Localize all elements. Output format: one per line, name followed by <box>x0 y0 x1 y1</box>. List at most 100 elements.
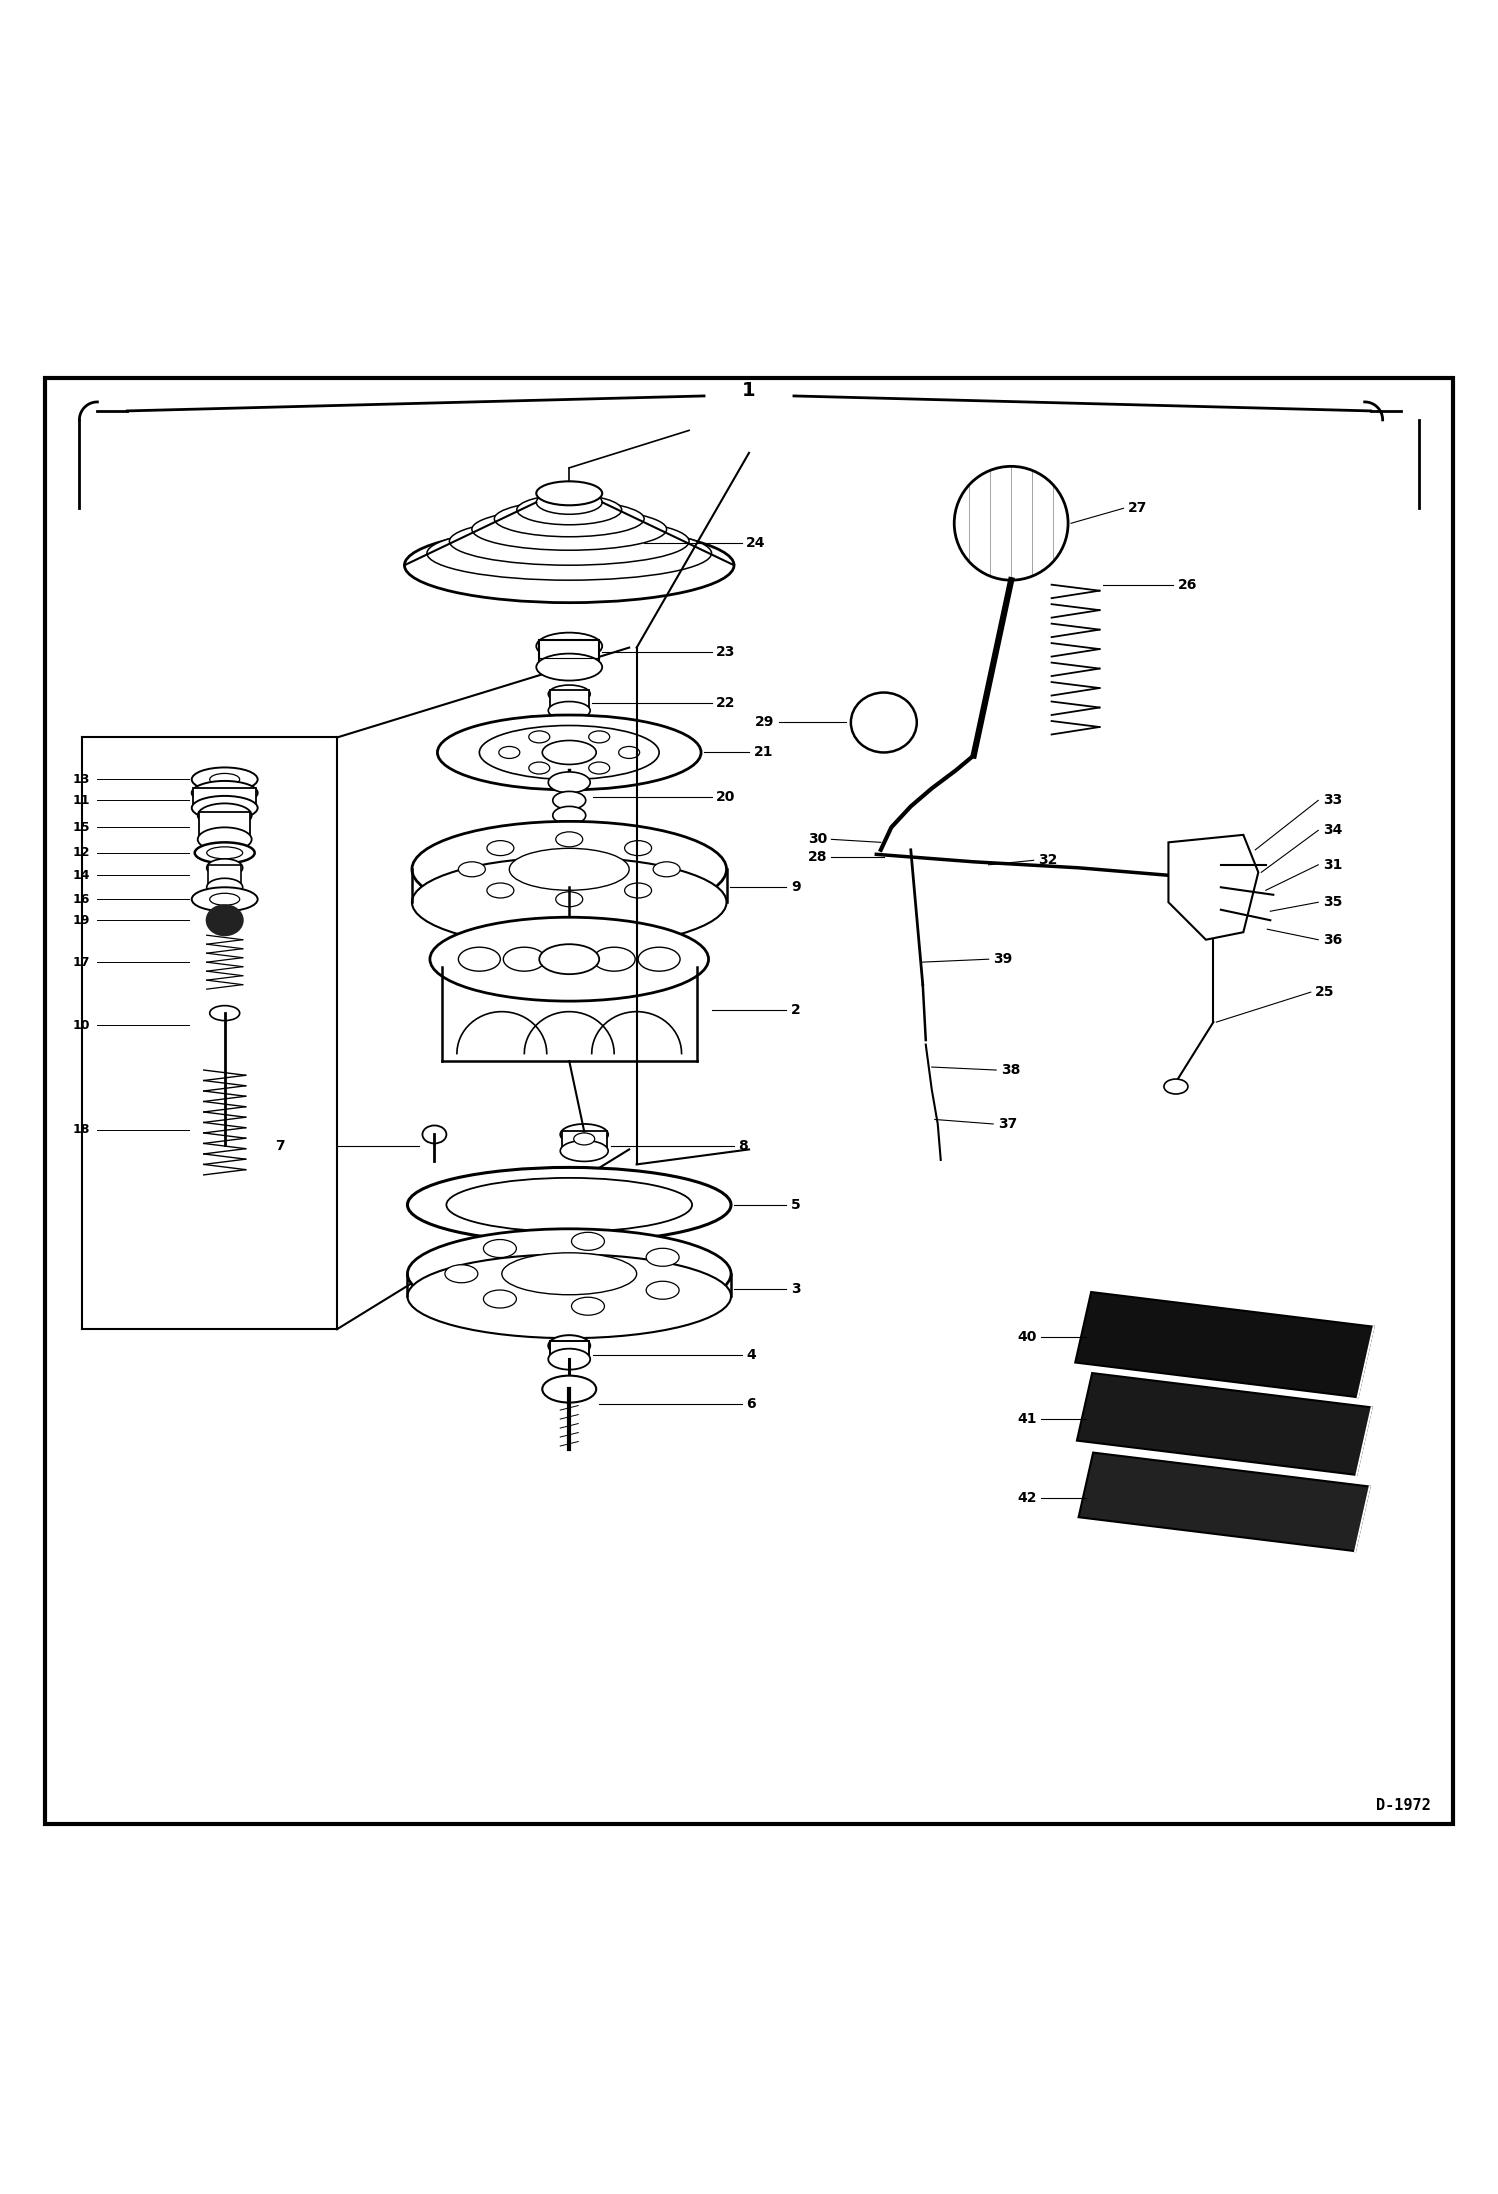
Ellipse shape <box>192 886 258 911</box>
Ellipse shape <box>192 796 258 821</box>
Ellipse shape <box>517 496 622 524</box>
Ellipse shape <box>445 1264 478 1283</box>
Ellipse shape <box>422 1126 446 1143</box>
Text: 19: 19 <box>72 913 90 926</box>
Ellipse shape <box>210 893 240 906</box>
Polygon shape <box>1079 1452 1369 1551</box>
Ellipse shape <box>192 781 258 805</box>
Text: 25: 25 <box>1315 985 1335 998</box>
Text: 15: 15 <box>72 821 90 834</box>
Ellipse shape <box>572 1297 605 1314</box>
Text: 34: 34 <box>1323 823 1342 838</box>
Ellipse shape <box>404 529 734 603</box>
Bar <box>562 1132 607 1152</box>
Ellipse shape <box>1164 1079 1188 1095</box>
Text: 41: 41 <box>1017 1413 1037 1426</box>
Ellipse shape <box>548 860 590 878</box>
Text: 35: 35 <box>1323 895 1342 908</box>
Ellipse shape <box>542 1376 596 1402</box>
Text: 39: 39 <box>993 952 1013 965</box>
Ellipse shape <box>192 768 258 792</box>
Ellipse shape <box>536 654 602 680</box>
Ellipse shape <box>210 774 240 785</box>
Ellipse shape <box>625 840 652 856</box>
Ellipse shape <box>556 891 583 906</box>
Text: 42: 42 <box>1017 1492 1037 1505</box>
Ellipse shape <box>638 948 680 972</box>
Ellipse shape <box>198 803 252 827</box>
Text: 18: 18 <box>72 1123 90 1136</box>
Text: 7: 7 <box>276 1139 285 1154</box>
Ellipse shape <box>539 943 599 974</box>
Bar <box>539 641 599 667</box>
Ellipse shape <box>479 726 659 779</box>
Ellipse shape <box>542 742 596 764</box>
Text: 40: 40 <box>1017 1330 1037 1343</box>
Ellipse shape <box>653 862 680 878</box>
Ellipse shape <box>407 1255 731 1338</box>
Text: 33: 33 <box>1323 794 1342 807</box>
Bar <box>193 788 256 807</box>
Text: 9: 9 <box>791 880 800 895</box>
Ellipse shape <box>198 827 252 851</box>
Ellipse shape <box>542 1262 596 1286</box>
Text: 2: 2 <box>791 1003 801 1018</box>
Text: D-1972: D-1972 <box>1375 1799 1431 1812</box>
Ellipse shape <box>560 1141 608 1161</box>
Ellipse shape <box>509 849 629 891</box>
Ellipse shape <box>548 685 590 702</box>
Ellipse shape <box>503 948 545 972</box>
Ellipse shape <box>556 832 583 847</box>
Ellipse shape <box>560 1123 608 1145</box>
Ellipse shape <box>207 878 243 897</box>
Ellipse shape <box>560 821 578 834</box>
Ellipse shape <box>589 731 610 744</box>
Ellipse shape <box>487 840 514 856</box>
Text: 37: 37 <box>998 1117 1017 1130</box>
Text: 30: 30 <box>807 832 827 847</box>
Text: 24: 24 <box>746 535 765 551</box>
Ellipse shape <box>589 761 610 774</box>
Ellipse shape <box>553 792 586 810</box>
Text: 21: 21 <box>753 746 773 759</box>
Ellipse shape <box>446 1178 692 1231</box>
Polygon shape <box>1076 1292 1374 1398</box>
Ellipse shape <box>207 847 243 858</box>
Bar <box>199 812 250 840</box>
Ellipse shape <box>625 882 652 897</box>
Text: 16: 16 <box>72 893 90 906</box>
Ellipse shape <box>548 772 590 792</box>
Text: 29: 29 <box>755 715 774 728</box>
Text: 8: 8 <box>739 1139 749 1154</box>
Text: 27: 27 <box>1128 500 1147 516</box>
Ellipse shape <box>593 948 635 972</box>
Ellipse shape <box>458 862 485 878</box>
Bar <box>550 1341 589 1358</box>
Ellipse shape <box>458 948 500 972</box>
Text: 20: 20 <box>716 790 736 805</box>
Ellipse shape <box>646 1248 679 1266</box>
Ellipse shape <box>472 509 667 551</box>
Ellipse shape <box>502 1253 637 1294</box>
Ellipse shape <box>412 821 727 917</box>
Text: 32: 32 <box>1038 853 1058 867</box>
Ellipse shape <box>954 467 1068 579</box>
Ellipse shape <box>412 858 727 948</box>
Text: 3: 3 <box>791 1281 800 1297</box>
Ellipse shape <box>851 693 917 753</box>
Ellipse shape <box>487 882 514 897</box>
Ellipse shape <box>536 480 602 505</box>
Text: 23: 23 <box>716 645 736 658</box>
Ellipse shape <box>619 746 640 759</box>
Ellipse shape <box>529 731 550 744</box>
Bar <box>550 689 589 711</box>
Ellipse shape <box>646 1281 679 1299</box>
Polygon shape <box>1168 836 1258 939</box>
Text: 31: 31 <box>1323 858 1342 871</box>
Text: 36: 36 <box>1323 932 1342 946</box>
Ellipse shape <box>207 858 243 878</box>
Text: 5: 5 <box>791 1198 801 1211</box>
Ellipse shape <box>548 1336 590 1356</box>
Ellipse shape <box>207 906 243 935</box>
Ellipse shape <box>484 1240 517 1257</box>
